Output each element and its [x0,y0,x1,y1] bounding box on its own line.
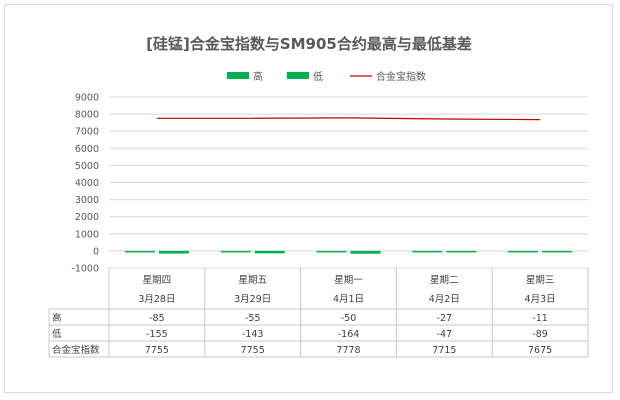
table-cell-value: -50 [341,313,357,324]
table-cell-value: -89 [532,329,548,340]
y-tick-label: 7000 [75,127,99,138]
category-day-label: 星期五 [238,275,267,286]
category-date-label: 4月1日 [333,294,364,305]
table-cell-value: -27 [437,313,453,324]
category-day-label: 星期四 [143,275,172,286]
y-axis: 9000 8000 7000 6000 5000 4000 3000 2000 1000 0 -10… [71,93,99,275]
table-cell-value: -143 [242,329,264,340]
y-tick-label: 4000 [75,178,99,189]
bar-high [412,250,443,253]
category-date-label: 4月3日 [525,294,556,305]
legend-label-0: 高 [253,70,263,83]
legend-label-2: 合金宝指数 [376,70,426,83]
category-day-label: 星期二 [430,275,459,286]
y-tick-label: 9000 [75,93,99,104]
index-line [156,117,541,121]
table-cell-value: 7675 [528,345,552,356]
series-line-index [156,117,541,121]
bar-high [124,250,155,253]
chart-frame: [硅锰]合金宝指数与SM905合约最高与最低基差 高低合金宝指数 9000 800… [4,4,613,393]
table-cell-value: -11 [532,313,548,324]
category-date-label: 3月29日 [234,294,271,305]
table-cell-value: 7715 [432,345,456,356]
table-cell-value: -85 [149,313,165,324]
table-row-label: 高 [52,312,62,324]
y-tick-label: -1000 [71,264,99,275]
category-day-label: 星期三 [526,275,555,286]
bar-low [542,250,573,253]
table-cell-value: -155 [146,329,168,340]
legend-swatch-0 [227,72,249,79]
y-tick-label: 2000 [75,212,99,223]
bar-high [508,250,539,253]
table-cell-value: 7778 [336,345,360,356]
legend-swatch-1 [287,72,309,79]
y-tick-label: 8000 [75,110,99,121]
y-tick-label: 3000 [75,195,99,206]
bar-low [158,250,189,254]
category-date-label: 3月28日 [138,294,175,305]
table-row-label: 低 [52,328,62,340]
table-cell-value: -164 [338,329,360,340]
y-tick-label: 0 [93,246,99,257]
bar-high [316,250,347,253]
gridlines [109,96,588,269]
table-cell-value: -47 [437,329,453,340]
y-tick-label: 5000 [75,161,99,172]
y-tick-label: 1000 [75,229,99,240]
table-cell-value: 7755 [145,345,169,356]
legend-label-1: 低 [313,70,323,83]
category-day-label: 星期一 [334,275,363,286]
table-cell-value: 7755 [241,345,265,356]
y-tick-label: 6000 [75,144,99,155]
legend: 高 低 合金宝指数 [227,70,426,83]
category-date-label: 4月2日 [429,294,460,305]
bar-low [350,250,381,254]
chart-title: [硅锰]合金宝指数与SM905合约最高与最低基差 [146,35,472,53]
bars [124,250,573,254]
chart-svg: [硅锰]合金宝指数与SM905合约最高与最低基差 高低合金宝指数 9000800… [48,35,589,358]
bar-low [254,250,285,254]
table-row-label: 合金宝指数 [52,344,100,356]
bar-low [446,250,477,253]
bar-high [220,250,251,253]
table-cell-value: -55 [245,313,261,324]
